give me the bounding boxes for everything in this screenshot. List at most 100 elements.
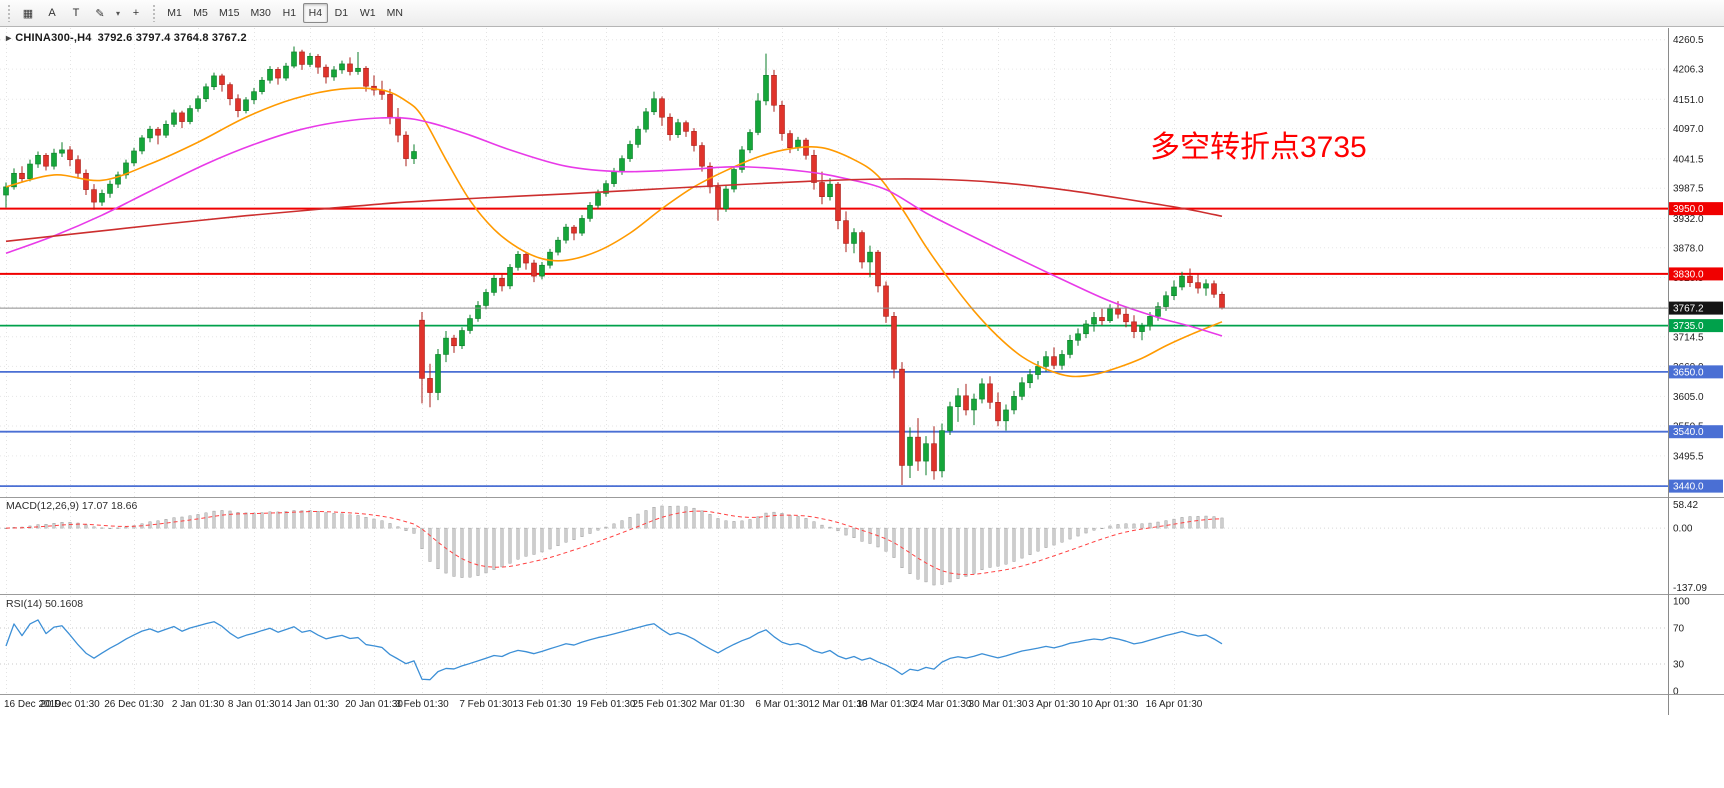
timeframe-button-d1[interactable]: D1 [329,3,354,23]
price-tick-label: 3714.5 [1673,332,1704,343]
macd-histogram-bar [604,526,608,529]
one-click-trading-icon[interactable]: ▸ [6,33,12,44]
candle [123,162,129,176]
macd-histogram-bar [884,527,888,552]
macd-histogram-bar [44,524,48,529]
candle [467,318,473,331]
candle [1019,382,1025,397]
macd-histogram-bar [1212,516,1216,529]
macd-histogram-bar [980,527,984,570]
price-tick-label: 4097.0 [1673,124,1704,135]
timeframe-button-h4[interactable]: H4 [302,3,328,23]
time-tick-label: 26 Dec 01:30 [104,699,164,710]
macd-histogram-bar [988,527,992,568]
timeframe-button-w1[interactable]: W1 [355,3,381,23]
candle [1203,283,1209,289]
candle [675,122,681,135]
time-tick-label: 19 Feb 01:30 [577,699,636,710]
candle [1163,295,1169,307]
toolbar-grip-2[interactable] [152,4,157,22]
candle [1107,308,1113,322]
timeframe-button-m1[interactable]: M1 [162,3,187,23]
macd-histogram-bar [788,515,792,529]
macd-histogram-bar [764,512,768,529]
candle [243,99,249,112]
macd-histogram-bar [380,520,384,529]
macd-histogram-bar [460,527,464,578]
macd-histogram-bar [276,511,280,529]
macd-histogram-bar [188,515,192,529]
timeframe-button-mn[interactable]: MN [382,3,408,23]
candle [19,172,25,180]
candle [683,122,689,132]
macd-histogram-bar [908,527,912,574]
candle [3,186,9,196]
macd-histogram-bar [620,520,624,529]
time-tick-label: 30 Mar 01:30 [969,699,1028,710]
timeframe-button-m15[interactable]: M15 [214,3,244,23]
candle [835,183,841,221]
time-tick-label: 10 Apr 01:30 [1082,699,1139,710]
macd-histogram-bar [84,524,88,529]
candle [155,128,161,136]
rsi-scale-label: 30 [1673,660,1685,671]
macd-histogram-bar [116,527,120,529]
time-tick-label: 16 Apr 01:30 [1146,699,1203,710]
macd-histogram-bar [516,527,520,560]
price-badge-label: 3540.0 [1673,427,1704,438]
candle [11,172,17,188]
price-badge-label: 3830.0 [1673,269,1704,280]
font-tool-button[interactable]: A [41,3,63,23]
crosshair-tool-button[interactable]: + [125,3,147,23]
macd-histogram-bar [76,522,80,529]
macd-histogram-bar [964,527,968,577]
candle [1219,293,1225,309]
macd-histogram-bar [1060,527,1064,543]
timeframe-button-m5[interactable]: M5 [188,3,213,23]
candle [507,267,513,287]
price-tick-label: 3932.0 [1673,214,1704,225]
macd-histogram-bar [412,527,416,534]
candle [435,354,441,393]
macd-histogram-bar [1004,527,1008,565]
macd-histogram-bar [36,524,40,529]
macd-histogram-bar [740,520,744,529]
candle [515,254,521,268]
macd-histogram-bar [644,510,648,529]
candle [531,262,537,277]
chart-type-icon[interactable]: ▦ [17,3,39,23]
candle [723,188,729,209]
macd-histogram-bar [556,527,560,547]
candle [1011,396,1017,411]
candle [115,174,121,185]
macd-histogram-bar [372,518,376,529]
timeframe-button-h1[interactable]: H1 [277,3,302,23]
text-tool-button[interactable]: T [65,3,87,23]
macd-histogram-bar [300,510,304,529]
draw-tool-button[interactable]: ✎ [89,3,111,23]
macd-histogram-bar [540,527,544,553]
chart-text-annotation[interactable]: 多空转折点3735 [1150,131,1367,164]
price-tick-label: 4151.0 [1673,95,1704,106]
candle [867,251,873,263]
macd-histogram-bar [524,527,528,557]
macd-histogram-bar [348,514,352,529]
candle [475,305,481,319]
candle [179,112,185,122]
macd-histogram-bar [956,527,960,579]
macd-histogram-bar [452,527,456,577]
time-tick-label: 25 Feb 01:30 [633,699,692,710]
timeframe-button-m30[interactable]: M30 [245,3,275,23]
candle [1043,356,1049,367]
candle [347,63,353,72]
candle [1195,282,1201,289]
macd-histogram-bar [716,518,720,529]
macd-histogram-bar [1028,527,1032,555]
toolbar-grip[interactable] [7,4,12,22]
tools-dropdown-caret[interactable]: ▾ [113,3,123,23]
candle [395,116,401,136]
candle [1059,354,1065,366]
macd-scale-min: -137.09 [1673,583,1707,594]
macd-histogram-bar [612,523,616,529]
